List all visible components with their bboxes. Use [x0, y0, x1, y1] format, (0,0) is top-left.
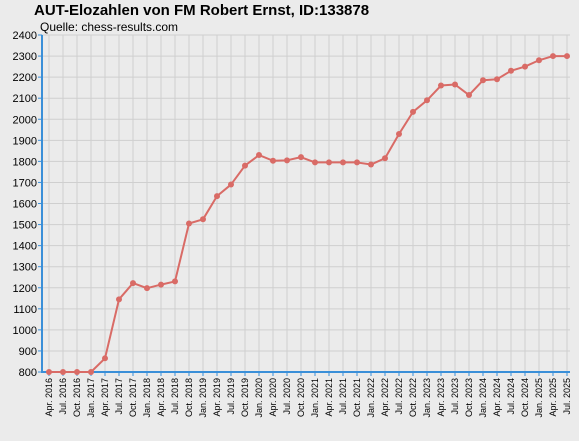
x-tick-label: Apr. 2020: [268, 378, 278, 417]
x-tick-label: Oct. 2023: [464, 378, 474, 417]
data-point: [60, 369, 66, 375]
x-tick-label: Jul. 2018: [170, 378, 180, 415]
x-tick-label: Jul. 2021: [338, 378, 348, 415]
data-point: [452, 81, 458, 88]
x-tick-label: Apr. 2018: [156, 378, 166, 417]
x-tick-label: Apr. 2023: [436, 378, 446, 417]
y-tick-label: 1300: [13, 262, 37, 274]
data-point: [564, 53, 570, 60]
y-tick-label: 1700: [13, 177, 37, 189]
x-tick-label: Jan. 2019: [198, 378, 208, 418]
x-tick-label: Apr. 2025: [548, 378, 558, 417]
data-point: [256, 152, 262, 159]
y-tick-label: 2200: [13, 72, 37, 84]
data-point: [88, 369, 94, 375]
data-point: [326, 159, 332, 166]
x-tick-label: Oct. 2024: [520, 378, 530, 417]
x-tick-label: Oct. 2018: [184, 378, 194, 417]
x-tick-label: Apr. 2019: [212, 378, 222, 417]
data-point: [186, 220, 192, 227]
x-tick-label: Jul. 2017: [114, 378, 124, 415]
data-point: [242, 162, 248, 169]
data-point: [46, 369, 52, 375]
data-point: [368, 161, 374, 168]
x-tick-label: Jan. 2022: [366, 378, 376, 418]
data-point: [550, 53, 556, 60]
data-point: [102, 355, 108, 362]
x-tick-label: Apr. 2022: [380, 378, 390, 417]
x-tick-label: Jan. 2020: [254, 378, 264, 418]
data-point: [74, 369, 80, 375]
x-tick-label: Oct. 2020: [296, 378, 306, 417]
x-tick-label: Jan. 2018: [142, 378, 152, 418]
x-tick-label: Jul. 2024: [506, 378, 516, 415]
x-tick-label: Oct. 2016: [72, 378, 82, 417]
data-point: [116, 296, 122, 303]
data-point: [508, 67, 514, 74]
x-tick-label: Oct. 2021: [352, 378, 362, 417]
y-tick-label: 1400: [13, 241, 37, 253]
data-point: [354, 159, 360, 166]
x-tick-label: Jan. 2024: [478, 378, 488, 418]
data-point: [494, 76, 500, 83]
x-tick-label: Oct. 2017: [128, 378, 138, 417]
chart-subtitle: Quelle: chess-results.com: [40, 20, 179, 34]
x-tick-label: Jan. 2023: [422, 378, 432, 418]
data-point: [340, 159, 346, 166]
data-point: [172, 278, 178, 285]
x-tick-label: Jul. 2019: [226, 378, 236, 415]
y-tick-label: 900: [19, 346, 37, 358]
y-tick-label: 1800: [13, 156, 37, 168]
data-point: [270, 157, 276, 164]
data-point: [466, 92, 472, 99]
y-tick-label: 2300: [13, 51, 37, 63]
y-tick-label: 800: [19, 367, 37, 379]
data-point: [298, 154, 304, 161]
y-tick-label: 1100: [13, 304, 37, 316]
data-point: [382, 155, 388, 162]
x-tick-label: Jan. 2017: [86, 378, 96, 418]
data-point: [480, 77, 486, 84]
x-tick-label: Jul. 2023: [450, 378, 460, 415]
data-point: [410, 108, 416, 115]
x-tick-label: Apr. 2024: [492, 378, 502, 417]
data-point: [214, 193, 220, 200]
y-tick-label: 1500: [13, 220, 37, 232]
data-point: [438, 82, 444, 89]
data-point: [144, 285, 150, 292]
data-point: [130, 280, 136, 287]
x-tick-label: Jul. 2025: [562, 378, 572, 415]
y-tick-label: 1200: [13, 283, 37, 295]
data-point: [312, 159, 318, 166]
x-tick-label: Jan. 2021: [310, 378, 320, 418]
data-point: [396, 130, 402, 137]
x-tick-label: Apr. 2017: [100, 378, 110, 417]
data-point: [424, 97, 430, 104]
y-tick-label: 1900: [13, 135, 37, 147]
x-tick-label: Oct. 2022: [408, 378, 418, 417]
y-tick-label: 2000: [13, 114, 37, 126]
y-tick-label: 1600: [13, 199, 37, 211]
data-point: [228, 181, 234, 188]
data-point: [536, 57, 542, 64]
x-tick-label: Apr. 2016: [44, 378, 54, 417]
x-tick-label: Jul. 2020: [282, 378, 292, 415]
data-point: [200, 216, 206, 223]
x-tick-label: Jan. 2025: [534, 378, 544, 418]
chart-title: AUT-Elozahlen von FM Robert Ernst, ID:13…: [34, 2, 370, 19]
y-tick-label: 2100: [13, 93, 37, 105]
x-tick-label: Oct. 2019: [240, 378, 250, 417]
y-tick-label: 2400: [13, 30, 37, 42]
data-point: [522, 63, 528, 70]
y-tick-label: 1000: [13, 325, 37, 337]
x-tick-label: Apr. 2021: [324, 378, 334, 417]
x-tick-label: Jul. 2022: [394, 378, 404, 415]
data-point: [284, 157, 290, 164]
x-tick-label: Jul. 2016: [58, 378, 68, 415]
data-point: [158, 281, 164, 288]
